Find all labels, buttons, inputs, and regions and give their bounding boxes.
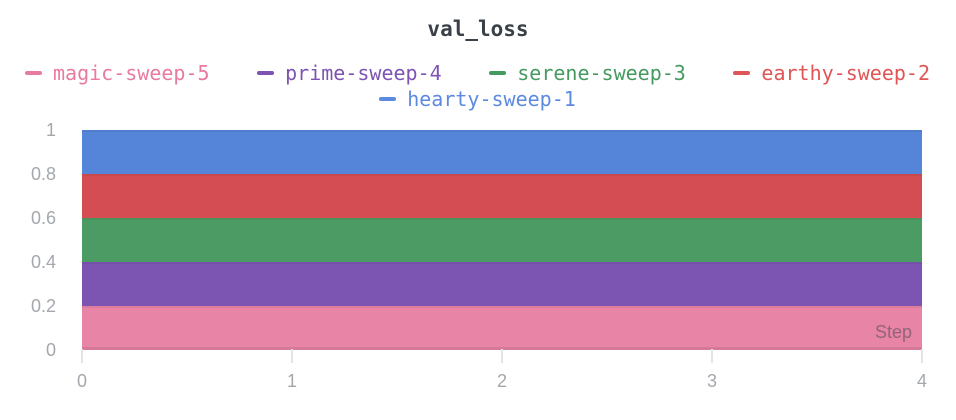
legend-item-prime-sweep-4[interactable]: prime-sweep-4 — [257, 60, 442, 86]
x-tick-label: 4 — [916, 371, 928, 391]
legend-label: serene-sweep-3 — [517, 61, 686, 85]
x-axis-baseline — [82, 347, 922, 350]
y-tick-label: 0.4 — [30, 252, 56, 272]
x-tick-mark — [81, 349, 83, 363]
legend-item-magic-sweep-5[interactable]: magic-sweep-5 — [25, 60, 210, 86]
legend-swatch-icon — [25, 71, 42, 75]
x-tick-mark — [921, 349, 923, 363]
x-tick-label: 0 — [76, 371, 88, 391]
chart-title: val_loss — [427, 17, 529, 41]
area-band-magic-sweep-5 — [82, 306, 922, 350]
plot-area[interactable]: Step 0 1 2 3 4 — [77, 130, 927, 391]
x-axis-title: Step — [874, 322, 912, 342]
x-tick-mark — [711, 349, 713, 363]
legend-item-serene-sweep-3[interactable]: serene-sweep-3 — [489, 60, 686, 86]
y-tick-label: 0.6 — [30, 208, 56, 228]
legend-item-hearty-sweep-1[interactable]: hearty-sweep-1 — [379, 86, 576, 112]
x-tick-label: 2 — [496, 371, 508, 391]
legend: magic-sweep-5 prime-sweep-4 serene-sweep-3… — [0, 60, 956, 112]
x-tick-mark — [501, 349, 503, 363]
legend-row: hearty-sweep-1 — [0, 86, 956, 112]
x-tick-label: 1 — [286, 371, 298, 391]
legend-swatch-icon — [489, 71, 507, 75]
x-tick-label: 3 — [706, 371, 718, 391]
x-tick-mark — [291, 349, 293, 363]
legend-swatch-icon — [257, 71, 275, 75]
legend-label: earthy-sweep-2 — [761, 61, 930, 85]
y-tick-label: 0.8 — [30, 164, 56, 184]
legend-item-earthy-sweep-2[interactable]: earthy-sweep-2 — [733, 60, 930, 86]
y-axis: 0 0.2 0.4 0.6 0.8 1 — [0, 121, 56, 359]
legend-swatch-icon — [379, 97, 397, 101]
legend-swatch-icon — [733, 71, 751, 75]
y-tick-label: 0 — [45, 340, 56, 360]
legend-label: hearty-sweep-1 — [407, 87, 576, 111]
legend-label: magic-sweep-5 — [53, 61, 210, 85]
y-tick-label: 0.2 — [30, 296, 56, 316]
legend-row: magic-sweep-5 prime-sweep-4 serene-sweep-3… — [0, 60, 956, 86]
y-tick-label: 1 — [45, 120, 56, 140]
legend-label: prime-sweep-4 — [285, 61, 442, 85]
